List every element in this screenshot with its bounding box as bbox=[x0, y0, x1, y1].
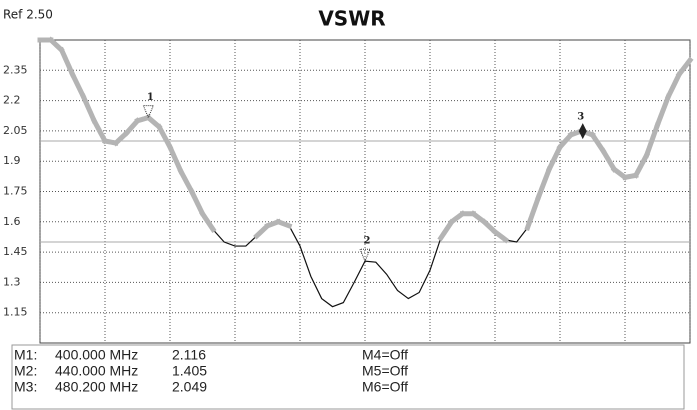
marker-value: 2.049 bbox=[172, 379, 207, 395]
marker bbox=[142, 105, 155, 119]
marker-off: M4=Off bbox=[362, 347, 408, 363]
trace-over-limit bbox=[90, 117, 109, 145]
trace-over-limit bbox=[545, 143, 564, 173]
marker-name: M2: bbox=[14, 363, 37, 379]
y-tick-label: 2.35 bbox=[3, 63, 28, 76]
y-tick-label: 1.9 bbox=[3, 154, 21, 167]
marker bbox=[578, 123, 587, 140]
ref-label: Ref 2.50 bbox=[3, 8, 53, 22]
trace-over-limit bbox=[491, 228, 510, 244]
trace-over-limit bbox=[58, 46, 76, 78]
marker-table bbox=[11, 344, 685, 410]
trace-over-limit bbox=[599, 147, 618, 173]
marker-frequency: 480.200 MHz bbox=[55, 379, 138, 395]
trace-over-limit bbox=[69, 70, 87, 100]
trace-over-limit bbox=[166, 143, 185, 175]
trace-over-limit bbox=[199, 210, 217, 234]
marker-label: 1 bbox=[147, 92, 154, 103]
y-tick-label: 1.6 bbox=[3, 215, 21, 228]
y-tick-label: 1.15 bbox=[3, 306, 28, 319]
y-tick-label: 2.2 bbox=[3, 94, 21, 107]
y-tick-label: 1.75 bbox=[3, 185, 28, 198]
trace-over-limit bbox=[643, 121, 661, 159]
chart-title: VSWR bbox=[318, 7, 385, 31]
trace-over-limit bbox=[664, 70, 683, 100]
marker-label: 2 bbox=[364, 236, 371, 247]
trace-over-limit bbox=[80, 93, 98, 125]
trace-over-limit bbox=[535, 166, 553, 201]
trace-over-limit bbox=[632, 151, 651, 179]
y-tick-label: 1.45 bbox=[3, 245, 28, 258]
y-tick-label: 2.05 bbox=[3, 124, 28, 137]
marker-name: M3: bbox=[14, 379, 37, 395]
trace-over-limit bbox=[177, 167, 196, 195]
trace-over-limit bbox=[675, 56, 694, 78]
trace-over-limit bbox=[275, 218, 293, 230]
trace-over-limit bbox=[589, 131, 607, 155]
marker-frequency: 400.000 MHz bbox=[55, 347, 138, 363]
marker-name: M1: bbox=[14, 347, 37, 363]
trace-over-limit bbox=[654, 93, 672, 129]
marker bbox=[359, 248, 371, 263]
marker-value: 2.116 bbox=[172, 347, 206, 363]
marker-off: M6=Off bbox=[362, 379, 408, 395]
trace-over-limit bbox=[155, 123, 174, 151]
trace-over-limit bbox=[524, 194, 542, 232]
marker-label: 3 bbox=[577, 112, 584, 123]
marker-off: M5=Off bbox=[362, 363, 408, 379]
trace-over-limit bbox=[437, 218, 456, 242]
marker-frequency: 440.000 MHz bbox=[55, 363, 138, 379]
marker-value: 1.405 bbox=[172, 363, 207, 379]
trace-over-limit bbox=[188, 188, 206, 218]
y-tick-label: 1.3 bbox=[3, 275, 21, 288]
